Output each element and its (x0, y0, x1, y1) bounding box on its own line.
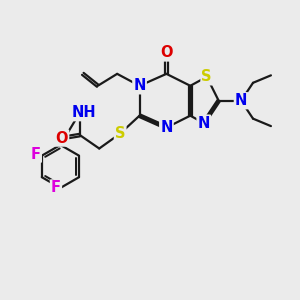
Text: N: N (235, 93, 247, 108)
Text: N: N (198, 116, 210, 130)
Text: F: F (51, 180, 61, 195)
Text: S: S (202, 69, 212, 84)
Text: O: O (56, 130, 68, 146)
Text: S: S (115, 126, 125, 141)
Text: O: O (160, 46, 173, 61)
Text: NH: NH (72, 105, 97, 120)
Text: N: N (160, 120, 172, 135)
Text: N: N (134, 78, 146, 93)
Text: F: F (31, 147, 41, 162)
